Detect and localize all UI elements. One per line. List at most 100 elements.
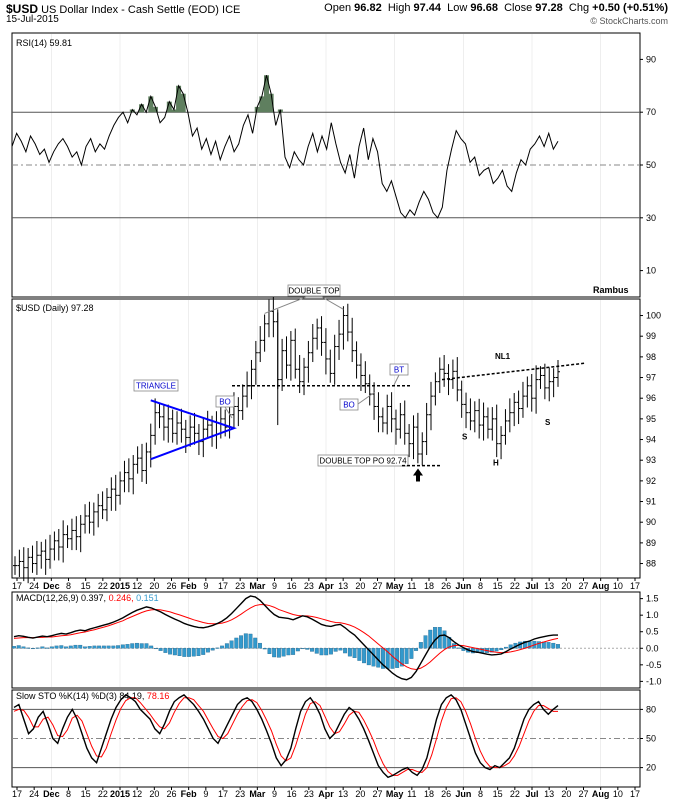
x-tick-label: 27 xyxy=(578,581,588,591)
x-tick-label: 9 xyxy=(272,789,277,799)
x-tick-label: 10 xyxy=(613,789,623,799)
x-tick-label: Aug xyxy=(592,789,610,799)
rsi-tick-label: 30 xyxy=(646,213,656,223)
stoch-k-line xyxy=(13,693,559,779)
x-tick-label: Mar xyxy=(249,581,266,591)
backtest-label: BT xyxy=(394,366,404,375)
x-axis: 17 24 Dec 8 15 22 2015 12 20 26 Feb 9 17 23 Mar 9 16 23 Ap… xyxy=(12,578,640,799)
macd-histogram-bar xyxy=(352,648,357,658)
low-value: 96.68 xyxy=(470,2,498,14)
macd-histogram-bar xyxy=(83,646,87,649)
macd-histogram-bar xyxy=(551,642,556,649)
x-tick-label: 27 xyxy=(372,581,382,591)
stoch-legend: Slow STO %K(14) %D(3) 84.19, 78.16 xyxy=(16,691,169,701)
x-tick-label: Apr xyxy=(318,581,334,591)
breakout-label-2: BO xyxy=(343,401,355,410)
macd-histogram-bar xyxy=(239,635,244,649)
macd-histogram-bar xyxy=(414,648,419,651)
x-tick-label: 15 xyxy=(81,789,91,799)
price-tick-label: 100 xyxy=(646,311,661,321)
x-tick-label: Jul xyxy=(525,581,538,591)
hs-right-shoulder-label: S xyxy=(545,418,551,427)
macd-histogram-bar xyxy=(49,646,54,649)
macd-histogram-bar xyxy=(87,646,92,649)
macd-histogram-bar xyxy=(168,648,173,655)
macd-histogram-bar xyxy=(149,645,154,649)
price-legend: $USD (Daily) 97.28 xyxy=(16,303,94,313)
x-tick-label: 23 xyxy=(304,581,314,591)
macd-histogram-bar xyxy=(125,644,130,649)
x-tick-label: 17 xyxy=(12,789,22,799)
x-tick-label: 11 xyxy=(407,789,416,799)
macd-histogram-bar xyxy=(305,648,310,650)
price-tick-label: 98 xyxy=(646,352,656,362)
macd-histogram-bar xyxy=(191,648,196,657)
x-tick-label: 13 xyxy=(338,789,348,799)
rsi-tick-label: 50 xyxy=(646,160,656,170)
macd-histogram-bar xyxy=(399,648,404,667)
x-tick-label: 23 xyxy=(235,789,245,799)
macd-legend-macd: 0.397, xyxy=(81,593,109,603)
x-tick-label: 20 xyxy=(355,789,365,799)
x-tick-label: 17 xyxy=(218,789,228,799)
x-tick-label: 17 xyxy=(630,581,640,591)
x-tick-label: 17 xyxy=(218,581,228,591)
target-arrow-icon xyxy=(413,468,423,482)
macd-histogram-bar xyxy=(314,648,319,654)
macd-histogram-bar xyxy=(97,645,102,649)
chart-date: 15-Jul-2015 xyxy=(6,14,59,25)
macd-tick-label: 0.0 xyxy=(646,643,659,653)
credit: © StockCharts.com xyxy=(590,16,668,26)
x-tick-label: 26 xyxy=(441,581,451,591)
macd-histogram-bar xyxy=(73,644,78,649)
breakout-label-2-box xyxy=(339,398,359,411)
triangle-label-box xyxy=(133,379,179,392)
x-tick-label: 22 xyxy=(510,789,520,799)
macd-histogram-bar xyxy=(428,629,433,649)
x-tick-label: 26 xyxy=(166,789,176,799)
x-tick-label: 20 xyxy=(561,581,571,591)
macd-histogram-bar xyxy=(21,646,26,649)
price-tick-label: 91 xyxy=(646,497,656,507)
macd-histogram-bar xyxy=(210,648,215,651)
x-tick-label: 9 xyxy=(272,581,277,591)
close-value: 97.28 xyxy=(535,2,563,14)
macd-signal-line xyxy=(13,604,559,670)
macd-histogram-bar xyxy=(196,648,201,656)
macd-tick-label: 0.5 xyxy=(646,627,659,637)
rsi-tick-label: 70 xyxy=(646,107,656,117)
macd-histogram-bar xyxy=(101,645,106,649)
x-tick-label: Feb xyxy=(181,789,198,799)
price-tick-label: 99 xyxy=(646,331,656,341)
x-tick-label: 9 xyxy=(203,789,208,799)
double-top-label-box xyxy=(287,284,341,297)
price-tick-label: 93 xyxy=(646,455,656,465)
chart-title: $USD US Dollar Index - Cash Settle (EOD)… xyxy=(6,2,240,16)
macd-histogram-bar xyxy=(366,648,371,666)
macd-histogram-bar xyxy=(68,645,73,649)
x-tick-label: 13 xyxy=(338,581,348,591)
stoch-legend-k: 84.19, xyxy=(119,691,147,701)
rsi-panel: 10 30 50 70 90 RSI(14) 59.81 Rambus xyxy=(11,32,656,298)
macd-histogram-bar xyxy=(144,643,149,649)
x-tick-label: 18 xyxy=(424,581,434,591)
x-tick-label: 27 xyxy=(372,789,382,799)
x-tick-label: 8 xyxy=(66,789,71,799)
rsi-tick-label: 90 xyxy=(646,54,656,64)
macd-histogram-bar xyxy=(78,644,83,649)
macd-histogram-bar xyxy=(390,648,395,669)
macd-histogram-bar xyxy=(357,648,362,661)
stoch-tick-label: 20 xyxy=(646,763,656,773)
macd-histogram-bar xyxy=(281,648,286,657)
x-tick-label: 2015 xyxy=(110,581,130,591)
macd-histogram-bar xyxy=(499,648,504,651)
macd-histogram-bar xyxy=(229,640,234,649)
x-tick-label: 11 xyxy=(407,581,416,591)
breakout-label-1: BO xyxy=(219,398,231,407)
symbol: $USD xyxy=(6,2,39,16)
x-tick-label: 24 xyxy=(29,581,39,591)
macd-histogram-bar xyxy=(556,644,560,649)
stoch-panel: 20 50 80 Slow STO %K(14) %D(3) 84.19, 78.16 xyxy=(11,689,656,788)
macd-histogram-bar xyxy=(456,647,461,649)
